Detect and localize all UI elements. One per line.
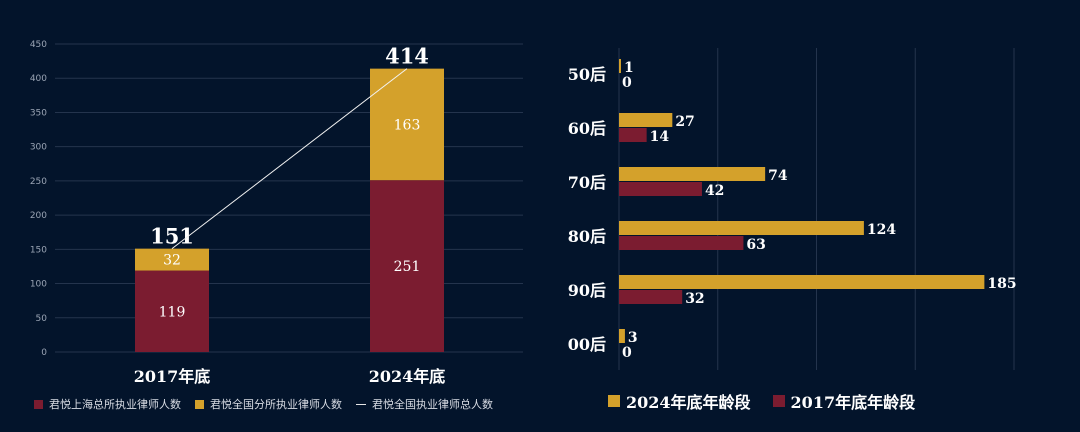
- y-category-label: 80后: [568, 227, 606, 246]
- total-trend-line: [171, 68, 408, 250]
- y-tick-label: 200: [30, 211, 47, 221]
- x-category-label: 2017年底: [134, 367, 211, 386]
- x-category-label: 2024年底: [369, 367, 446, 386]
- legend-label-2024: 2024年底年龄段: [626, 393, 751, 412]
- bar: [619, 236, 744, 250]
- legend-swatch-gold: [195, 399, 204, 409]
- data-label: 14: [650, 129, 670, 145]
- data-label: 124: [867, 222, 896, 238]
- data-label: 185: [987, 276, 1016, 292]
- bar-segment: [135, 270, 209, 352]
- data-label: 42: [705, 183, 724, 199]
- legend-line-swatch: [356, 403, 366, 405]
- legend-item-2017: 2017年底年龄段: [772, 389, 916, 413]
- data-label: 3: [628, 330, 638, 346]
- data-label: 0: [622, 75, 632, 91]
- bar: [619, 275, 985, 289]
- y-tick-label: 250: [30, 177, 47, 187]
- legend-label-branch: 君悦全国分所执业律师人数: [210, 398, 342, 411]
- legend-swatch-maroon: [772, 395, 785, 407]
- bar: [619, 128, 647, 142]
- data-label: 74: [768, 168, 788, 184]
- y-tick-label: 0: [41, 348, 47, 358]
- bar: [619, 329, 625, 343]
- legend-item-hq: 君悦上海总所执业律师人数: [34, 396, 181, 412]
- data-label: 251: [394, 259, 421, 275]
- legend-item-branch: 君悦全国分所执业律师人数: [195, 396, 342, 412]
- y-category-label: 00后: [568, 335, 606, 354]
- data-label: 119: [159, 304, 186, 320]
- legend-label-2017: 2017年底年龄段: [790, 393, 916, 412]
- data-label: 27: [675, 114, 694, 130]
- bar: [619, 182, 702, 196]
- data-label: 163: [394, 117, 421, 133]
- bar-segment: [370, 180, 444, 352]
- y-tick-label: 350: [30, 108, 47, 118]
- y-tick-label: 50: [36, 314, 48, 324]
- data-label: 0: [622, 345, 632, 361]
- legend-swatch-maroon: [34, 399, 43, 409]
- legend-label-total: 君悦全国执业律师总人数: [372, 398, 493, 411]
- data-label: 63: [746, 237, 765, 253]
- y-tick-label: 450: [30, 40, 47, 50]
- bar-segment: [135, 248, 209, 271]
- y-category-label: 60后: [568, 119, 606, 138]
- bar: [619, 290, 683, 304]
- legend-item-2024: 2024年底年龄段: [608, 389, 751, 413]
- y-tick-label: 100: [30, 280, 47, 290]
- y-tick-label: 300: [30, 143, 47, 153]
- bar: [619, 167, 766, 181]
- legend-label-hq: 君悦上海总所执业律师人数: [49, 398, 181, 411]
- legend-item-total: 君悦全国执业律师总人数: [356, 396, 493, 412]
- data-label: 1: [624, 60, 634, 76]
- bar: [619, 59, 621, 73]
- y-tick-label: 400: [30, 74, 47, 84]
- bar: [619, 113, 673, 127]
- y-category-label: 70后: [568, 173, 606, 192]
- left-legend: 君悦上海总所执业律师人数 君悦全国分所执业律师人数 君悦全国执业律师总人数: [34, 396, 493, 412]
- y-category-label: 50后: [568, 65, 606, 84]
- right-legend: 2024年底年龄段 2017年底年龄段: [608, 389, 915, 413]
- total-label: 414: [385, 44, 429, 69]
- stacked-bar-chart: 0 50 100 150 200 250 300 350 400 450 119 32 151 2017年…: [30, 40, 523, 386]
- y-tick-label: 150: [30, 245, 47, 255]
- bar: [619, 221, 864, 235]
- data-label: 32: [163, 253, 181, 269]
- data-label: 32: [685, 291, 704, 307]
- y-category-label: 90后: [568, 281, 606, 300]
- legend-swatch-gold: [608, 395, 620, 407]
- total-label: 151: [150, 224, 194, 249]
